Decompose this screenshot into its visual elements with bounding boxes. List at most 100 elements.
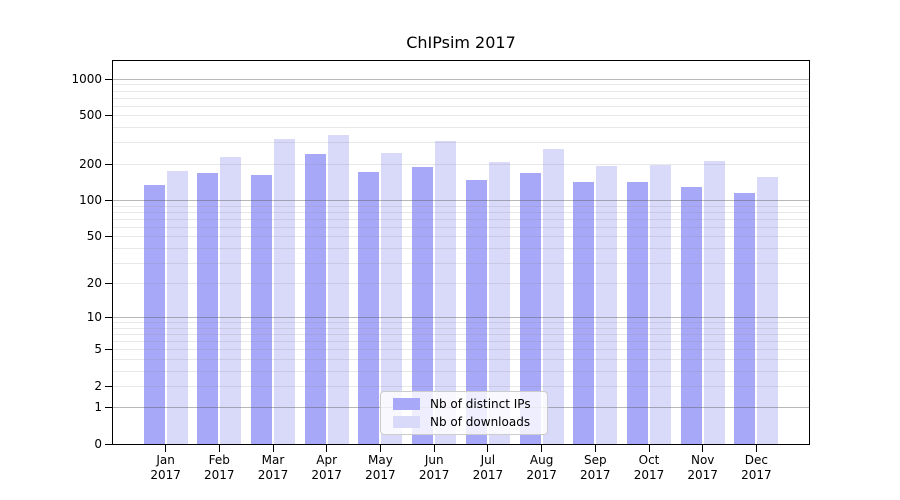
bar-nb-of-distinct-ips: [519, 172, 541, 444]
legend: Nb of distinct IPs Nb of downloads: [380, 391, 548, 435]
bar-nb-of-distinct-ips: [680, 187, 702, 444]
x-tick-mark: [272, 445, 274, 452]
x-tick-year: 2017: [257, 468, 289, 482]
x-tick-mark: [487, 445, 489, 452]
bar-nb-of-distinct-ips: [304, 154, 326, 444]
x-tick-mark: [218, 445, 220, 452]
x-tick-label: Jun 2017: [406, 453, 462, 483]
bar-nb-of-distinct-ips: [358, 171, 380, 444]
x-tick-mark: [594, 445, 596, 452]
y-tick-mark: [105, 283, 113, 285]
x-tick-year: 2017: [741, 468, 772, 482]
gridline-minor: [113, 97, 809, 99]
x-tick-mark: [702, 445, 704, 452]
y-tick-label: 1000: [71, 71, 102, 86]
gridline-minor: [113, 84, 809, 86]
y-tick-mark: [105, 444, 113, 445]
x-tick-year: 2017: [150, 468, 181, 482]
x-tick-month: Dec: [744, 453, 768, 467]
bar-nb-of-downloads: [703, 161, 725, 444]
bar-nb-of-distinct-ips: [734, 192, 756, 444]
bar-nb-of-distinct-ips: [143, 184, 165, 444]
legend-swatch-distinct-ips: [393, 398, 420, 410]
x-tick-year: 2017: [526, 468, 557, 482]
y-tick-label: 5: [94, 342, 102, 357]
x-tick-label: Apr 2017: [299, 453, 355, 483]
legend-item-downloads: Nb of downloads: [393, 415, 539, 429]
x-tick-month: Feb: [208, 453, 230, 467]
gridline-minor: [113, 127, 809, 129]
y-tick-label: 0: [94, 437, 102, 451]
x-tick-mark: [379, 445, 381, 452]
bar-nb-of-distinct-ips: [251, 174, 273, 444]
x-tick-month: Jul: [480, 453, 496, 467]
y-tick-mark: [105, 78, 113, 80]
x-tick-year: 2017: [311, 468, 342, 482]
x-tick-year: 2017: [365, 468, 396, 482]
x-tick-month: Jan: [156, 453, 175, 467]
legend-label-downloads: Nb of downloads: [430, 415, 531, 429]
y-tick-label: 100: [79, 193, 102, 207]
x-tick-year: 2017: [204, 468, 235, 482]
y-tick-label: 20: [86, 276, 102, 291]
bar-nb-of-downloads: [327, 134, 349, 444]
y-tick-label: 1: [94, 400, 102, 415]
bar-nb-of-distinct-ips: [465, 179, 487, 444]
y-tick-mark: [105, 236, 113, 238]
y-tick-label: 50: [86, 229, 102, 244]
x-tick-label: Jul 2017: [460, 453, 516, 483]
x-tick-year: 2017: [633, 468, 665, 482]
y-tick-mark: [105, 349, 113, 351]
x-tick-month: Apr: [316, 453, 338, 467]
y-tick-mark: [105, 163, 113, 165]
x-tick-month: Sep: [583, 453, 607, 467]
bar-nb-of-downloads: [596, 166, 618, 444]
x-tick-year: 2017: [580, 468, 611, 482]
y-tick-label: 10: [86, 310, 102, 325]
bar-nb-of-downloads: [542, 149, 564, 444]
x-tick-month: Aug: [529, 453, 554, 467]
x-tick-label: Oct 2017: [621, 453, 677, 483]
x-tick-mark: [433, 445, 435, 452]
bar-nb-of-downloads: [435, 140, 457, 444]
x-tick-label: Nov 2017: [675, 453, 731, 483]
x-tick-mark: [326, 445, 328, 452]
legend-swatch-downloads: [393, 416, 420, 428]
x-tick-label: Feb 2017: [191, 453, 247, 483]
y-tick-label: 2: [94, 378, 102, 393]
x-tick-label: Aug 2017: [514, 453, 570, 483]
gridline-minor: [113, 90, 809, 92]
x-tick-year: 2017: [687, 468, 718, 482]
bar-nb-of-downloads: [757, 176, 779, 444]
x-tick-label: Jan 2017: [138, 453, 194, 483]
x-tick-year: 2017: [418, 468, 450, 482]
legend-item-distinct-ips: Nb of distinct IPs: [393, 397, 539, 411]
x-tick-mark: [165, 445, 167, 452]
x-tick-year: 2017: [472, 468, 504, 482]
y-tick-label: 200: [79, 156, 102, 171]
x-tick-mark: [541, 445, 543, 452]
x-tick-label: Mar 2017: [245, 453, 301, 483]
bar-nb-of-downloads: [220, 156, 242, 444]
bar-nb-of-downloads: [488, 162, 510, 444]
x-tick-label: Sep 2017: [567, 453, 623, 483]
x-tick-month: Oct: [638, 453, 660, 467]
x-tick-mark: [648, 445, 650, 452]
gridline-minor: [113, 142, 809, 144]
y-tick-mark: [105, 407, 113, 409]
bar-nb-of-distinct-ips: [573, 181, 595, 444]
y-tick-mark: [105, 317, 113, 319]
bar-nb-of-distinct-ips: [626, 182, 648, 444]
y-tick-mark: [105, 115, 113, 117]
x-tick-label: Dec 2017: [728, 453, 784, 483]
legend-label-distinct-ips: Nb of distinct IPs: [430, 397, 531, 411]
y-tick-mark: [105, 200, 113, 201]
bar-nb-of-downloads: [274, 139, 296, 444]
x-tick-month: Nov: [690, 453, 715, 467]
y-tick-mark: [105, 385, 113, 387]
gridline-minor: [113, 105, 809, 107]
x-tick-month: Mar: [261, 453, 285, 467]
bar-nb-of-distinct-ips: [412, 166, 434, 444]
chart-title: ChIPsim 2017: [406, 33, 516, 52]
